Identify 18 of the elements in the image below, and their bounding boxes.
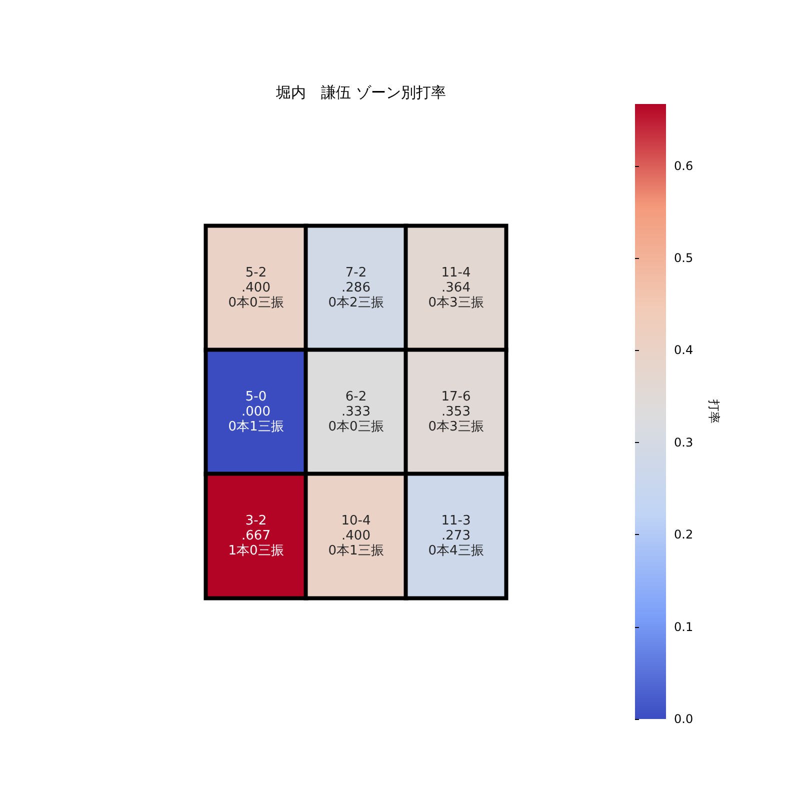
color-bar-label: 0.5	[674, 250, 694, 265]
color-bar-label: 0.4	[674, 343, 694, 358]
data-label: 3-2 .667 1本0三振	[228, 514, 284, 558]
chart-title: 堀内 謙伍 ゾーン別打率	[275, 84, 446, 102]
data-label: 5-2 .400 0本0三振	[228, 266, 284, 310]
data-label: 5-0 .000 0本1三振	[228, 390, 284, 434]
data-label: 11-3 .273 0本4三振	[428, 514, 484, 558]
color-bar-label: 0.2	[674, 528, 694, 542]
data-label: 17-6 .353 0本3三振	[428, 390, 484, 434]
color-bar-label: 0.3	[674, 435, 694, 450]
data-label: 6-2 .333 0本0三振	[328, 390, 384, 434]
data-label: 10-4 .400 0本1三振	[328, 514, 384, 558]
color-bar-label: 0.6	[674, 158, 694, 173]
color-bar-title: 打率	[707, 398, 721, 424]
data-label: 7-2 .286 0本2三振	[328, 266, 384, 310]
color-bar-label: 0.1	[674, 620, 694, 634]
color-bar-label: 0.0	[674, 712, 694, 726]
data-label: 11-4 .364 0本3三振	[428, 266, 484, 310]
